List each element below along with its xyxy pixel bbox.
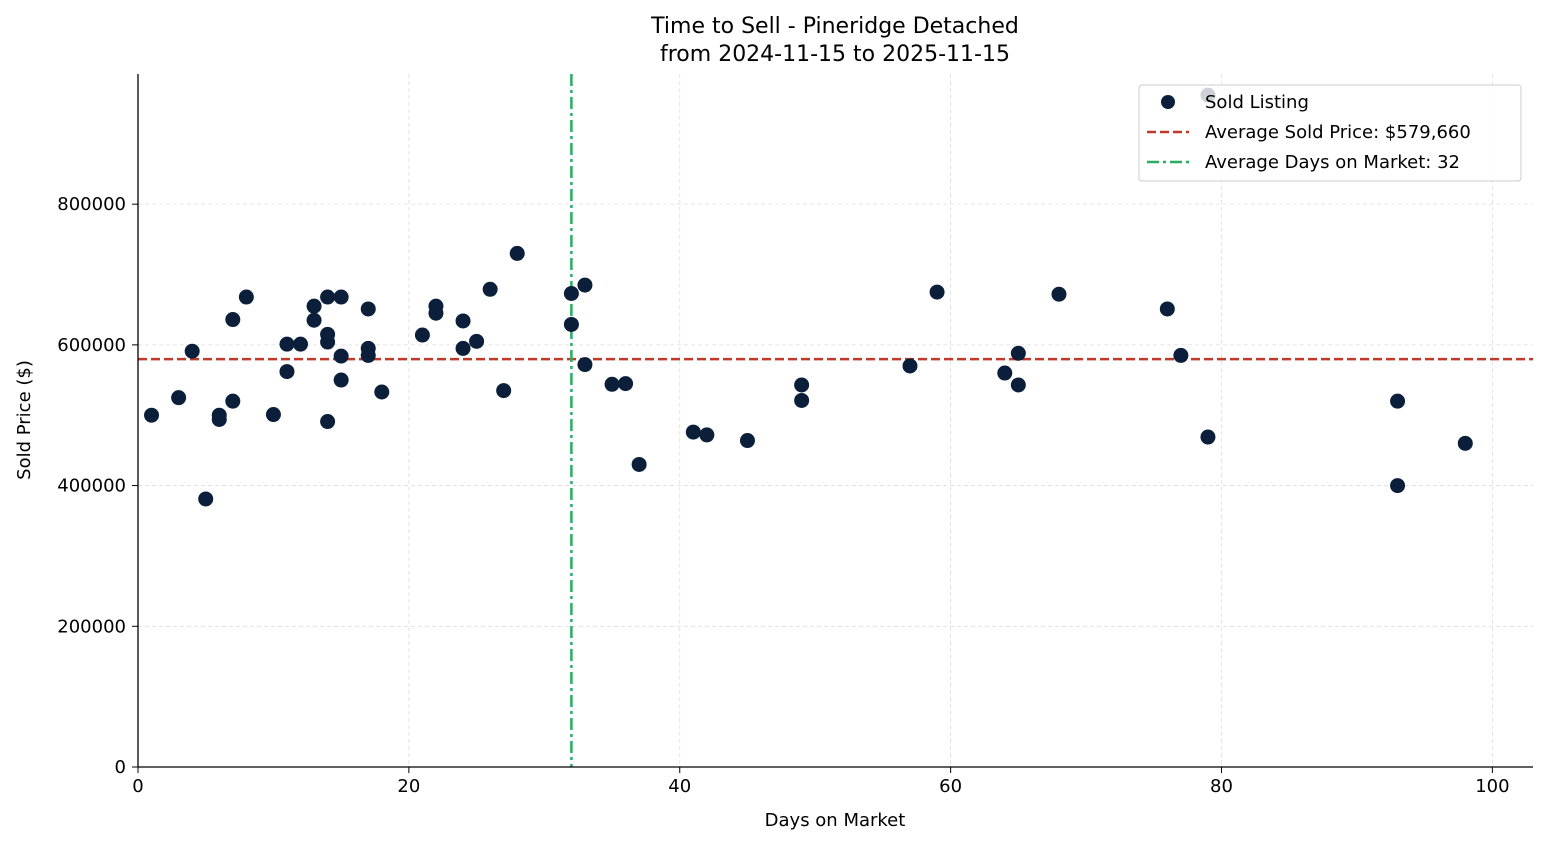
data-point	[320, 289, 336, 305]
x-tick-label: 80	[1210, 776, 1233, 797]
data-point	[265, 407, 281, 423]
data-point	[374, 384, 390, 400]
data-point	[1010, 345, 1026, 361]
data-point	[1159, 301, 1175, 317]
data-point	[1173, 347, 1189, 363]
data-point	[279, 364, 295, 380]
data-point	[360, 347, 376, 363]
data-point	[306, 298, 322, 314]
data-point	[306, 312, 322, 328]
data-point	[1010, 377, 1026, 393]
data-point	[699, 427, 715, 443]
data-point	[794, 377, 810, 393]
data-point	[563, 316, 579, 332]
data-point	[144, 407, 160, 423]
legend: Sold Listing Average Sold Price: $579,66…	[1138, 84, 1522, 182]
data-point	[577, 357, 593, 373]
data-point	[496, 383, 512, 399]
x-tick-label: 100	[1475, 776, 1509, 797]
data-point	[428, 305, 444, 321]
x-tick-label: 40	[668, 776, 691, 797]
data-point	[238, 289, 254, 305]
data-point	[414, 327, 430, 343]
data-point	[333, 348, 349, 364]
x-tick-label: 60	[939, 776, 962, 797]
data-point	[902, 358, 918, 374]
data-point	[184, 343, 200, 359]
data-point	[225, 312, 241, 328]
data-point	[455, 340, 471, 356]
data-point	[1200, 429, 1216, 445]
x-axis-label: Days on Market	[765, 810, 906, 831]
data-point	[320, 414, 336, 430]
data-point	[333, 372, 349, 388]
axes: 0 20 40 60 80 100 0 200000 400000 600000 800000	[57, 74, 1533, 797]
data-point	[279, 336, 295, 352]
y-tick-label: 600000	[57, 335, 126, 356]
data-point	[739, 433, 755, 449]
data-point	[618, 376, 634, 392]
data-point	[293, 336, 309, 352]
data-point	[482, 281, 498, 297]
data-point	[997, 365, 1013, 381]
legend-box	[1138, 84, 1522, 182]
data-point	[171, 390, 187, 406]
y-tick-label: 0	[115, 757, 126, 778]
data-point	[211, 411, 227, 427]
chart-subtitle: from 2024-11-15 to 2025-11-15	[660, 42, 1010, 67]
y-tick-label: 800000	[57, 194, 126, 215]
data-point	[604, 376, 620, 392]
legend-label-avg-days: Average Days on Market: 32	[1205, 152, 1460, 173]
legend-label-avg-price: Average Sold Price: $579,660	[1205, 122, 1471, 143]
data-point	[1051, 286, 1067, 302]
data-point	[1390, 478, 1406, 494]
x-tick-label: 20	[397, 776, 420, 797]
data-point	[225, 393, 241, 409]
data-point	[685, 424, 701, 440]
data-point	[198, 491, 214, 507]
data-point	[929, 284, 945, 300]
data-point	[631, 456, 647, 472]
data-point	[577, 277, 593, 293]
legend-marker-sold	[1161, 95, 1175, 109]
data-point	[1390, 393, 1406, 409]
data-point	[455, 313, 471, 329]
data-point	[509, 245, 525, 261]
data-point	[1457, 435, 1473, 451]
data-point	[333, 289, 349, 305]
chart-title: Time to Sell - Pineridge Detached	[650, 14, 1019, 39]
legend-label-sold: Sold Listing	[1205, 92, 1309, 113]
data-point	[794, 392, 810, 408]
reference-lines	[138, 74, 1533, 767]
data-point	[360, 301, 376, 317]
data-point	[469, 333, 485, 349]
y-axis-label: Sold Price ($)	[14, 360, 35, 480]
y-tick-label: 400000	[57, 476, 126, 497]
x-tick-label: 0	[132, 776, 143, 797]
y-tick-label: 200000	[57, 616, 126, 637]
data-point	[563, 286, 579, 302]
data-point	[320, 334, 336, 350]
